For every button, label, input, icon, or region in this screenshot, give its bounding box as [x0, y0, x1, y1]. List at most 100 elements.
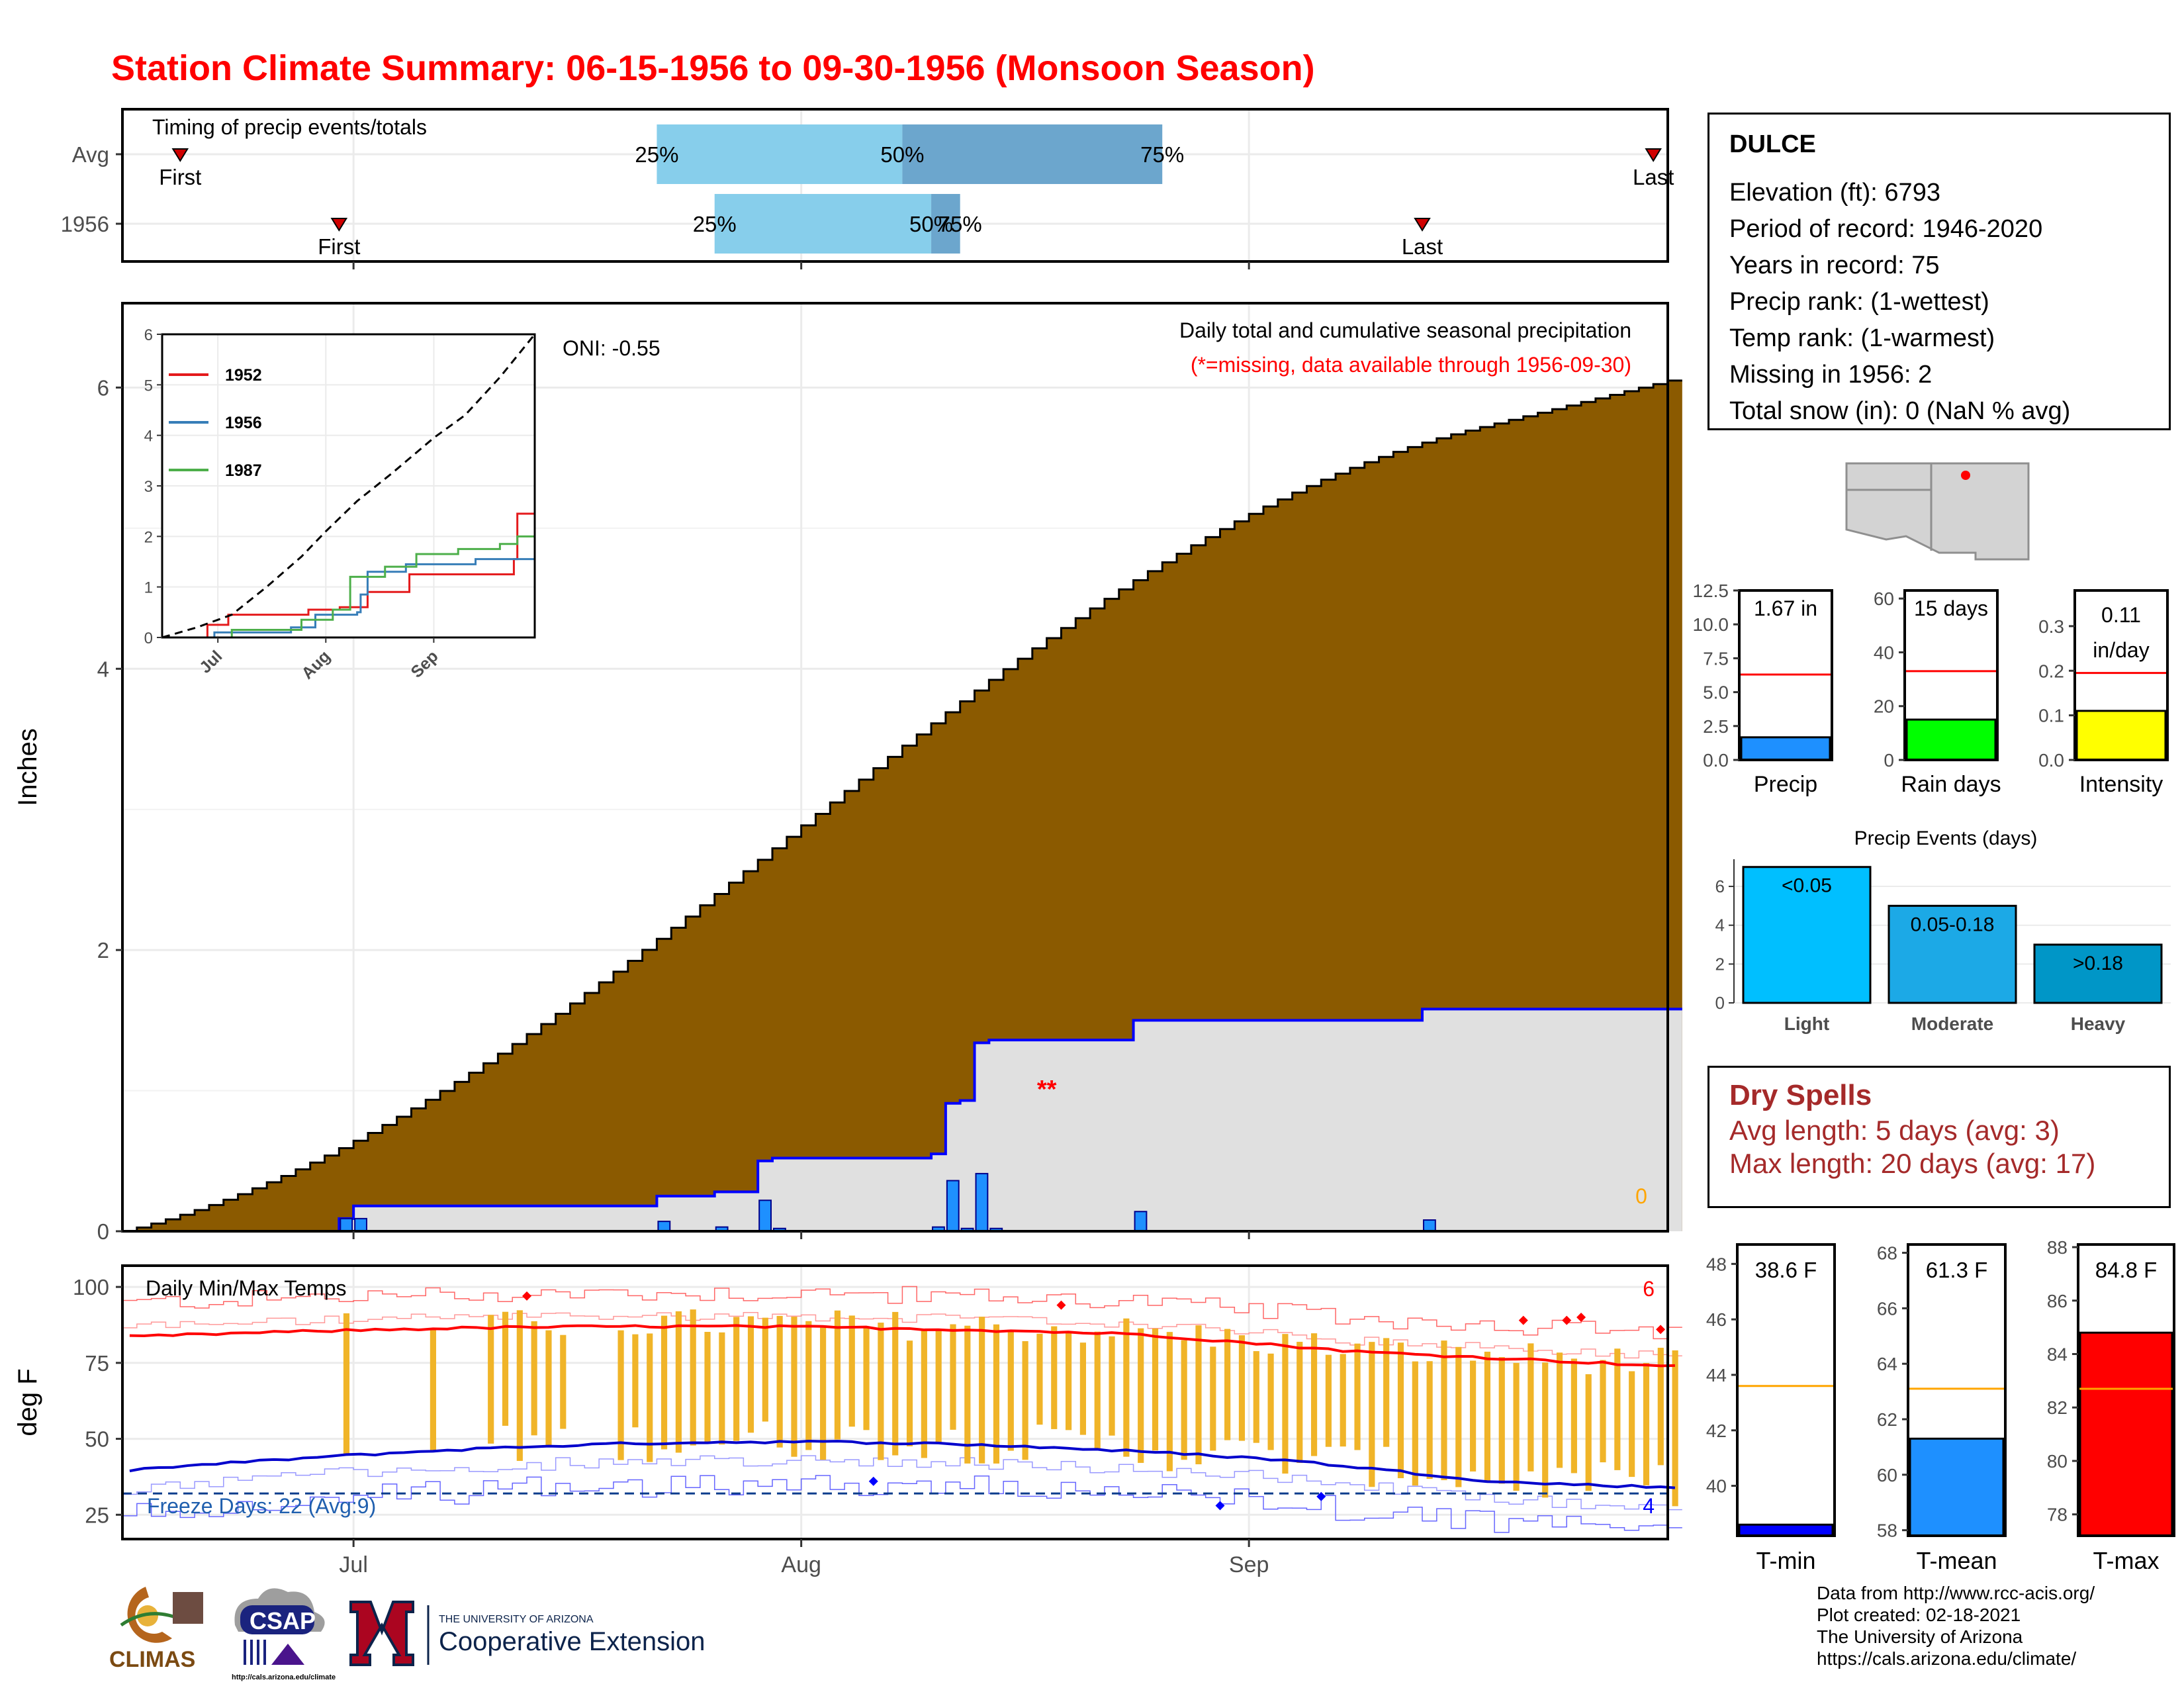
record-high-marker	[1576, 1313, 1586, 1323]
events-y-tick-label: 0	[1715, 993, 1725, 1013]
summary-bar	[1905, 718, 1997, 761]
daily-precip-bar	[1423, 1219, 1436, 1233]
daily-temp-bar	[632, 1334, 639, 1428]
timing-row-label: 1956	[61, 212, 109, 236]
avg-min-temp-line	[129, 1439, 1676, 1489]
daily-temp-bar	[1570, 1358, 1577, 1474]
tsum-value-label: 84.8 F	[2095, 1258, 2158, 1282]
daily-temp-bar	[834, 1310, 841, 1440]
daily-temp-bar	[878, 1323, 884, 1460]
daily-temp-bar	[935, 1330, 942, 1443]
high-percentile-line	[122, 1312, 1682, 1359]
daily-temp-bar	[704, 1331, 711, 1444]
inset-y-tick-label: 2	[144, 528, 153, 546]
temp-x-tick-label: Sep	[1229, 1552, 1269, 1577]
summary-panel-border	[1738, 589, 1833, 761]
obs-cumulative-area	[122, 1009, 1682, 1231]
credit-line: Plot created: 02-18-2021	[1817, 1605, 2021, 1625]
timing-label-last: Last	[1402, 234, 1443, 259]
daily-temp-bar	[1397, 1342, 1404, 1479]
timing-bar-50-75	[902, 124, 1163, 184]
tsum-y-tick-label: 68	[1877, 1243, 1897, 1264]
daily-temp-bar	[430, 1329, 436, 1452]
daily-temp-bar	[1325, 1354, 1332, 1447]
inset-legend-label: 1952	[225, 366, 262, 385]
daily-temp-bar	[1079, 1342, 1086, 1435]
tsum-y-tick-label: 58	[1877, 1521, 1897, 1541]
daily-temp-bar	[343, 1313, 350, 1454]
daily-temp-bar	[1672, 1350, 1678, 1507]
station-location-marker	[1961, 471, 1970, 480]
daily-temp-bar	[747, 1316, 754, 1433]
daily-temp-bar	[531, 1321, 537, 1436]
tsum-y-tick-label: 42	[1706, 1421, 1727, 1441]
daily-temp-bar	[892, 1311, 899, 1456]
daily-temp-bar	[1340, 1354, 1346, 1447]
inset-legend-label: 1956	[225, 414, 262, 432]
avg-cumulative-area	[122, 380, 1682, 1232]
summary-panel-name: Rain days	[1901, 772, 2001, 797]
daily-temp-bar	[545, 1330, 552, 1446]
daily-temp-bar	[1181, 1340, 1187, 1460]
record-high-marker	[1656, 1325, 1666, 1335]
state-outline	[1845, 462, 2030, 561]
events-y-tick-label: 2	[1715, 954, 1725, 974]
csap-logo: CSAP http://cals.arizona.edu/climate	[232, 1588, 336, 1681]
daily-temp-bar	[1238, 1335, 1246, 1441]
daily-temp-bar	[617, 1330, 624, 1460]
temp-y-tick-label: 75	[85, 1351, 109, 1376]
daily-temp-bar	[1036, 1333, 1043, 1425]
record-high-marker	[1056, 1300, 1066, 1310]
daily-temp-bar	[1051, 1326, 1058, 1429]
station-info-line: Elevation (ft): 6793	[1729, 179, 1940, 207]
precip-y-tick-label: 4	[97, 657, 109, 681]
daily-temp-bar	[921, 1329, 927, 1458]
events-bar-label: >0.18	[2073, 953, 2123, 974]
daily-precip-bar	[975, 1172, 989, 1232]
daily-temp-bar	[1542, 1362, 1549, 1498]
tsum-bar	[2079, 1331, 2173, 1537]
csap-logo-url: http://cals.arizona.edu/climate	[232, 1673, 336, 1681]
daily-temp-bar	[660, 1315, 668, 1450]
precip-y-tick-label: 0	[97, 1219, 109, 1244]
dry-spells-max: Max length: 20 days (avg: 17)	[1729, 1148, 2096, 1179]
tsum-panel-bg	[1737, 1244, 1835, 1536]
daily-temp-bar	[1657, 1348, 1664, 1466]
daily-temp-bar	[1585, 1374, 1592, 1491]
events-category-label: Light	[1784, 1013, 1829, 1034]
summary-y-tick-label: 10.0	[1693, 614, 1729, 635]
summary-y-tick-label: 5.0	[1703, 682, 1729, 703]
daily-temp-bar	[647, 1333, 653, 1462]
daily-temp-bar	[979, 1317, 985, 1464]
daily-temp-bar	[1369, 1342, 1375, 1487]
summary-y-tick-label: 2.5	[1703, 716, 1729, 737]
inset-legend-label: 1987	[225, 461, 262, 480]
university-name: THE UNIVERSITY OF ARIZONA	[439, 1614, 594, 1625]
freeze-days-label: Freeze Days: 22 (Avg:9)	[147, 1494, 376, 1518]
temp-title: Daily Min/Max Temps	[146, 1276, 346, 1300]
record-low-marker	[868, 1476, 878, 1486]
daily-temp-bar	[1441, 1340, 1447, 1481]
inset-y-tick-label: 3	[144, 478, 153, 496]
tsum-y-tick-label: 46	[1706, 1309, 1727, 1330]
precip-title: Daily total and cumulative seasonal prec…	[1179, 318, 1631, 342]
daily-temp-bar	[1195, 1325, 1202, 1465]
daily-temp-bar	[1354, 1343, 1361, 1450]
climas-logo: CLIMAS	[109, 1587, 203, 1672]
daily-temp-bar	[1498, 1357, 1505, 1484]
temp-x-tick-label: Aug	[781, 1552, 821, 1577]
station-info-line: Years in record: 75	[1729, 252, 1940, 279]
tsum-panel-name: T-mean	[1916, 1547, 1997, 1574]
precip-y-tick-label: 2	[97, 938, 109, 962]
inset-series-line	[162, 512, 535, 639]
timing-label-first: First	[159, 165, 201, 189]
daily-precip-bar	[1134, 1211, 1148, 1233]
daily-temp-bar	[1629, 1371, 1635, 1477]
timing-marker-last	[1645, 148, 1662, 162]
tsum-panel-border	[2077, 1243, 2175, 1537]
timing-marker-last	[1414, 218, 1431, 232]
summary-y-tick-label: 7.5	[1703, 648, 1729, 669]
daily-temp-bar	[820, 1326, 827, 1460]
